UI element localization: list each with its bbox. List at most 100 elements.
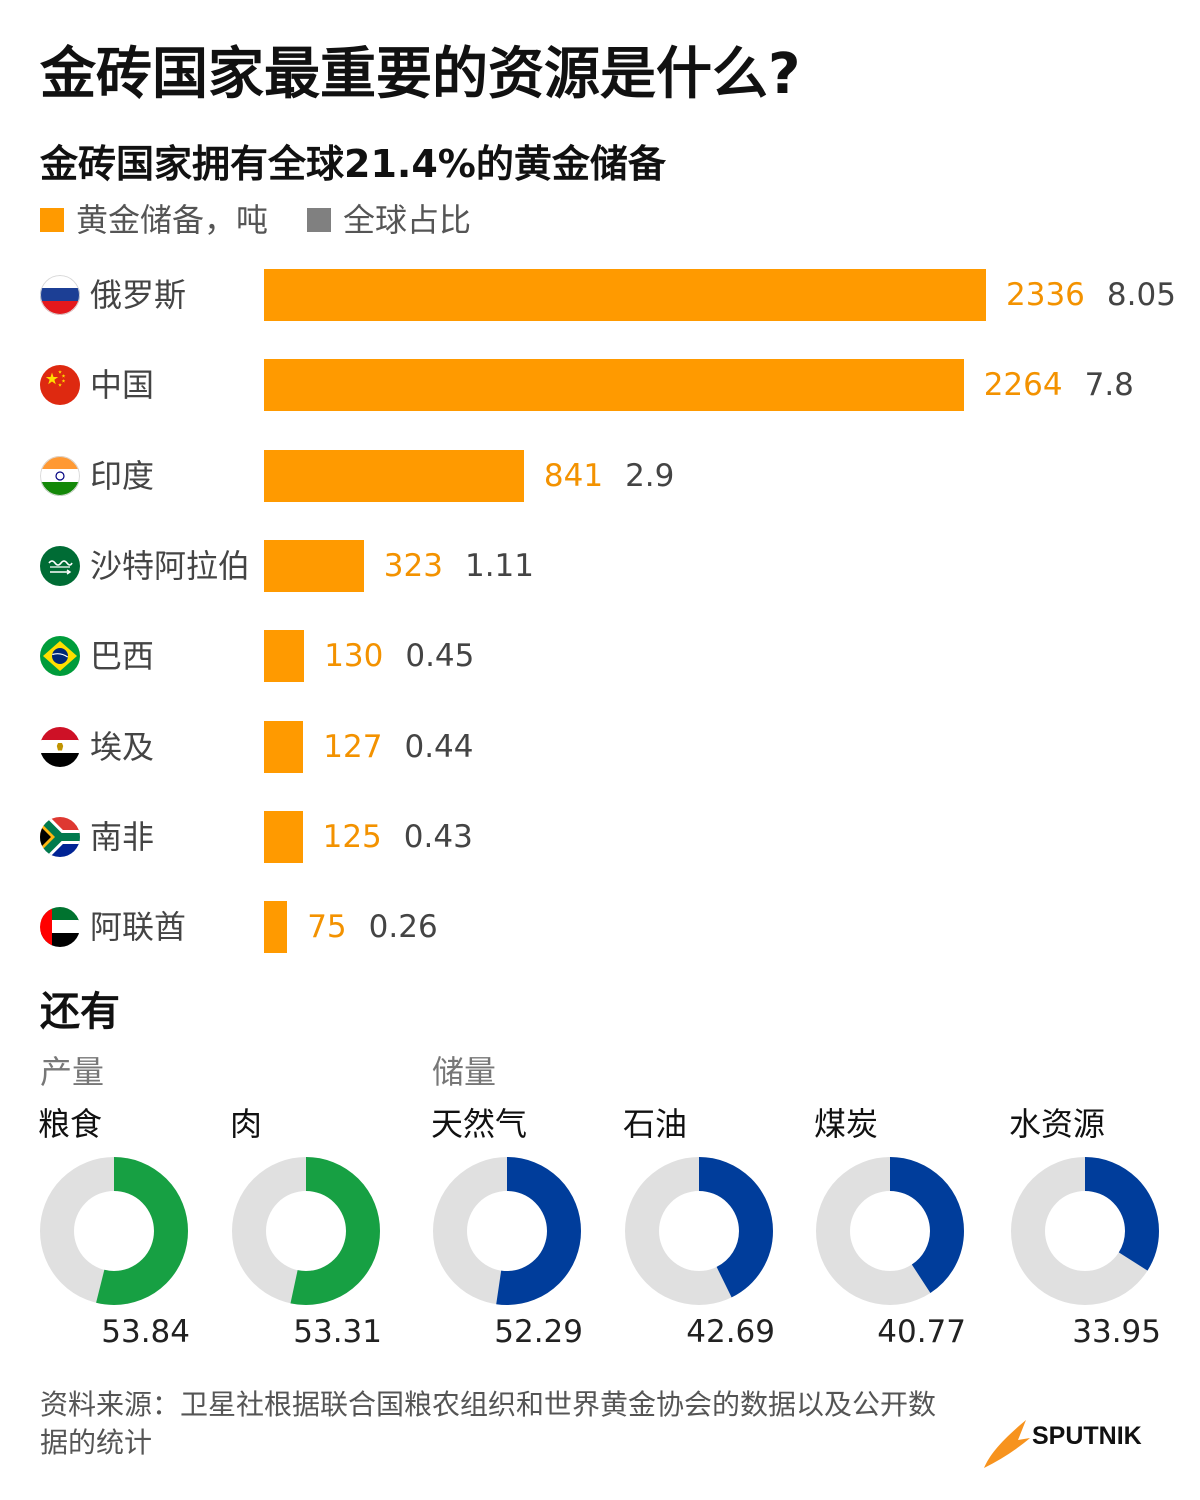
source-note: 资料来源：卫星社根据联合国粮农组织和世界黄金协会的数据以及公开数据的统计 xyxy=(40,1388,937,1459)
bar-row: 巴西 130 0.45 xyxy=(0,630,1200,682)
donut-label: 肉 xyxy=(230,1105,263,1143)
bar-area: 75 0.26 xyxy=(264,901,438,953)
donut-value: 53.31 xyxy=(293,1314,382,1350)
global-share-value-label: 0.26 xyxy=(368,909,438,945)
donut-ring xyxy=(433,1157,581,1305)
donut-arc xyxy=(625,1157,773,1305)
global-share-value-label: 8.05 xyxy=(1106,277,1176,313)
bar-row: 中国 2264 7.8 xyxy=(0,359,1200,411)
bar-row: 埃及 127 0.44 xyxy=(0,721,1200,773)
donut-arc xyxy=(433,1157,581,1305)
egypt-flag-icon xyxy=(40,727,80,767)
gold-reserve-value-label: 2264 xyxy=(983,367,1063,403)
gold-reserve-bar xyxy=(264,811,303,863)
donut-ring xyxy=(816,1157,964,1305)
bar-area: 130 0.45 xyxy=(264,630,474,682)
bar-row: 南非 125 0.43 xyxy=(0,811,1200,863)
gold-reserve-bar xyxy=(264,269,986,321)
global-share-value-label: 0.45 xyxy=(405,638,475,674)
donut-ring xyxy=(232,1157,380,1305)
gold-legend-swatch xyxy=(40,208,64,232)
country-name: 阿联酋 xyxy=(90,908,187,946)
brazil-flag-icon xyxy=(40,636,80,676)
bar-area: 2336 8.05 xyxy=(264,269,1176,321)
global-share-value-label: 2.9 xyxy=(625,458,675,494)
logo-text: SPUTNIK xyxy=(1032,1422,1142,1450)
gold-reserve-bar xyxy=(264,540,364,592)
bar-row: 沙特阿拉伯 323 1.11 xyxy=(0,540,1200,592)
bar-area: 841 2.9 xyxy=(264,450,674,502)
sputnik-swoosh-icon xyxy=(984,1420,1030,1468)
gold-reserve-bar xyxy=(264,359,964,411)
gold-reserve-bar xyxy=(264,630,305,682)
donut-value: 42.69 xyxy=(686,1314,775,1350)
gold-reserve-bar xyxy=(264,901,288,953)
bar-row: 俄罗斯 2336 8.05 xyxy=(0,269,1200,321)
gold-reserve-value-label: 323 xyxy=(383,548,443,584)
country-name: 南非 xyxy=(90,818,155,856)
donut-value: 33.95 xyxy=(1072,1314,1161,1350)
group-header-production: 产量 xyxy=(40,1053,105,1091)
south-africa-flag-icon xyxy=(40,817,80,857)
saudi-arabia-flag-icon xyxy=(40,546,80,586)
donut-ring xyxy=(625,1157,773,1305)
donut-arc xyxy=(232,1157,380,1305)
bar-row: 印度 841 2.9 xyxy=(0,450,1200,502)
country-name: 沙特阿拉伯 xyxy=(90,547,251,585)
russia-flag-icon xyxy=(40,275,80,315)
china-flag-icon xyxy=(40,365,80,405)
gold-reserve-bar xyxy=(264,450,524,502)
bar-row: 阿联酋 75 0.26 xyxy=(0,901,1200,953)
legend-item-gold-reserve: 黄金储备，吨 xyxy=(40,200,268,240)
sputnik-logo: SPUTNIK xyxy=(984,1420,1142,1468)
donut-label: 粮食 xyxy=(38,1105,103,1143)
country-name: 印度 xyxy=(90,457,155,495)
donut-ring xyxy=(40,1157,188,1305)
donut-chart: 天然气 52.29 xyxy=(431,1102,583,1354)
donut-label: 天然气 xyxy=(431,1105,528,1143)
country-name: 中国 xyxy=(90,366,155,404)
gold-reserve-value-label: 2336 xyxy=(1006,277,1085,313)
uae-flag-icon xyxy=(40,907,80,947)
donut-chart: 石油 42.69 xyxy=(623,1102,775,1354)
india-flag-icon xyxy=(40,456,80,496)
legend-label-gold: 黄金储备，吨 xyxy=(76,201,269,239)
bar-area: 125 0.43 xyxy=(264,811,473,863)
donut-label: 水资源 xyxy=(1009,1105,1106,1143)
bar-area: 127 0.44 xyxy=(264,721,474,773)
donut-arc xyxy=(816,1157,964,1305)
bar-area: 323 1.11 xyxy=(264,540,534,592)
chart-subtitle: 金砖国家拥有全球21.4%的黄金储备 xyxy=(40,142,666,186)
gold-reserve-value-label: 125 xyxy=(322,819,382,855)
share-legend-swatch xyxy=(307,208,331,232)
donut-chart: 煤炭 40.77 xyxy=(814,1102,966,1354)
gold-reserve-value-label: 127 xyxy=(323,729,383,765)
page-title: 金砖国家最重要的资源是什么? xyxy=(40,42,801,107)
gold-reserve-bar xyxy=(264,721,304,773)
donut-label: 煤炭 xyxy=(814,1105,879,1143)
donut-value: 52.29 xyxy=(494,1314,583,1350)
donut-chart: 粮食 53.84 xyxy=(38,1102,190,1354)
legend-item-global-share: 全球占比 xyxy=(307,200,471,240)
donut-chart: 肉 53.31 xyxy=(230,1102,382,1354)
donut-label: 石油 xyxy=(623,1105,688,1143)
global-share-value-label: 0.43 xyxy=(403,819,473,855)
bar-area: 2264 7.8 xyxy=(264,359,1134,411)
section-title: 还有 xyxy=(40,989,120,1035)
country-name: 巴西 xyxy=(90,637,155,675)
donut-chart: 水资源 33.95 xyxy=(1009,1102,1161,1354)
gold-reserve-value-label: 75 xyxy=(307,909,347,945)
gold-reserve-value-label: 841 xyxy=(543,458,604,494)
donut-ring xyxy=(1011,1157,1159,1305)
gold-reserve-value-label: 130 xyxy=(324,638,384,674)
donut-arc xyxy=(1011,1157,1159,1305)
legend-label-share: 全球占比 xyxy=(343,201,472,239)
country-name: 埃及 xyxy=(90,728,155,766)
donut-value: 53.84 xyxy=(101,1314,190,1350)
donut-value: 40.77 xyxy=(877,1314,966,1350)
global-share-value-label: 7.8 xyxy=(1084,367,1134,403)
global-share-value-label: 0.44 xyxy=(404,729,474,765)
country-name: 俄罗斯 xyxy=(90,276,187,314)
donut-arc xyxy=(40,1157,188,1305)
global-share-value-label: 1.11 xyxy=(464,548,534,584)
